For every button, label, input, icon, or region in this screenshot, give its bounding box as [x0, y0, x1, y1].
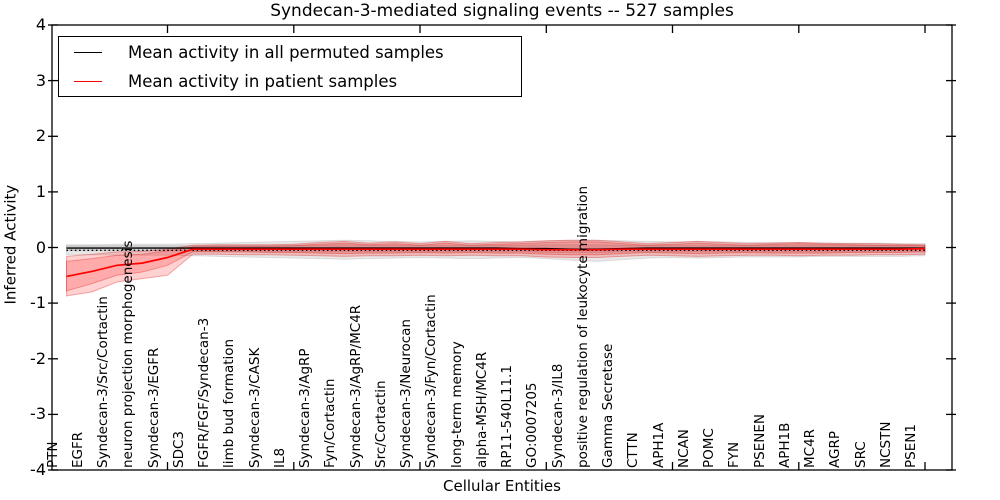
x-tick-label: Syndecan-3/AgRP/MC4R [347, 304, 364, 468]
legend: Mean activity in all permuted samples Me… [58, 36, 522, 97]
x-tick-label: Syndecan-3/CASK [246, 347, 263, 468]
x-tick-label: RP11-540L11.1 [499, 365, 515, 468]
legend-entry-permuted: Mean activity in all permuted samples [59, 38, 521, 67]
chart-title: Syndecan-3-mediated signaling events -- … [270, 1, 734, 21]
x-tick-label: PSENEN [751, 414, 768, 468]
x-tick-label: IL8 [271, 447, 288, 468]
x-tick-label: positive regulation of leukocyte migrati… [574, 185, 591, 468]
x-axis-label: Cellular Entities [443, 477, 561, 495]
y-tick-label: 0 [35, 237, 46, 257]
x-tick-label: APH1B [776, 422, 793, 468]
x-tick-label: GO:0007205 [524, 382, 541, 468]
x-tick-label: EGFR [69, 431, 86, 468]
x-tick-label: neuron projection morphogenesis [120, 240, 137, 468]
x-tick-label: APH1A [650, 422, 667, 468]
x-tick-label: PTN [44, 441, 61, 469]
legend-label-patient: Mean activity in patient samples [128, 71, 398, 91]
x-tick-label: SDC3 [170, 431, 187, 468]
y-tick-label: -4 [30, 460, 46, 479]
legend-line-permuted-icon [74, 51, 102, 53]
x-tick-label: Syndecan-3/Fyn/Cortactin [423, 294, 440, 468]
x-tick-label: CTTN [625, 432, 642, 468]
legend-entry-patient: Mean activity in patient samples [59, 67, 521, 96]
x-tick-label: MC4R [802, 428, 818, 468]
x-tick-label: NCAN [675, 429, 692, 468]
y-tick-label: 4 [35, 15, 46, 34]
x-tick-label: Syndecan-3/Src/Cortactin [95, 296, 111, 468]
x-tick-label: long-term memory [448, 341, 465, 468]
x-tick-label: Syndecan-3/IL8 [549, 363, 566, 468]
x-tick-label: SRC [852, 441, 869, 468]
x-tick-label: PSEN1 [903, 424, 919, 468]
legend-line-patient-icon [74, 80, 102, 82]
y-tick-label: 1 [35, 181, 46, 201]
x-tick-label: FYN [726, 441, 743, 468]
legend-label-permuted: Mean activity in all permuted samples [128, 42, 444, 62]
x-tick-label: Src/Cortactin [372, 380, 389, 468]
x-tick-label: Syndecan-3/Neurocan [398, 319, 414, 468]
y-tick-label: 3 [35, 70, 46, 90]
x-tick-label: NCSTN [877, 421, 894, 468]
y-tick-label: -1 [30, 293, 46, 313]
x-tick-label: limb bud formation [221, 338, 238, 468]
y-tick-label: 2 [35, 126, 46, 146]
x-tick-label: alpha-MSH/MC4R [473, 351, 490, 468]
y-tick-label: -3 [30, 404, 46, 424]
x-tick-label: Fyn/Cortactin [322, 378, 339, 468]
x-tick-label: POMC [701, 428, 717, 468]
x-tick-label: Syndecan-3/EGFR [145, 347, 162, 468]
x-tick-label: FGFR/FGF/Syndecan-3 [196, 317, 212, 468]
x-tick-label: AGRP [827, 431, 844, 468]
x-tick-label: Syndecan-3/AgRP [297, 348, 313, 468]
x-tick-label: Gamma Secretase [600, 343, 616, 468]
y-tick-label: -2 [30, 348, 46, 368]
